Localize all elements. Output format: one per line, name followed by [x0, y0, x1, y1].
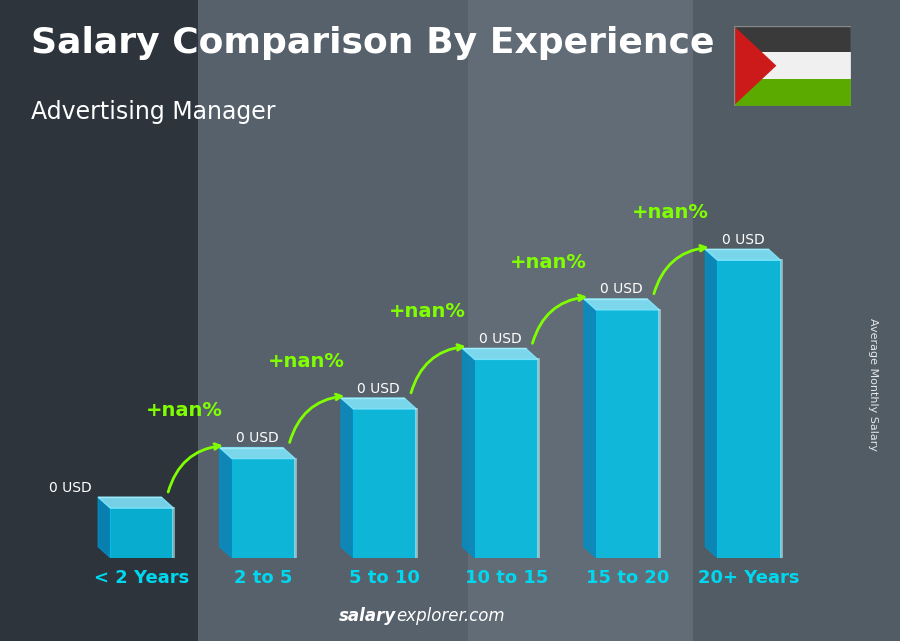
Polygon shape: [98, 497, 111, 558]
Bar: [596, 310, 659, 558]
Text: 0 USD: 0 USD: [236, 431, 279, 445]
Polygon shape: [734, 26, 777, 106]
Bar: [468, 0, 693, 641]
Text: +nan%: +nan%: [146, 401, 223, 420]
Polygon shape: [341, 398, 353, 558]
Polygon shape: [706, 249, 717, 558]
Bar: [232, 458, 295, 558]
Polygon shape: [584, 299, 659, 310]
Text: 0 USD: 0 USD: [600, 283, 643, 296]
Bar: [198, 0, 468, 641]
Text: salary: salary: [338, 607, 396, 625]
Text: Salary Comparison By Experience: Salary Comparison By Experience: [31, 26, 714, 60]
Text: 0 USD: 0 USD: [722, 233, 764, 247]
Text: explorer.com: explorer.com: [396, 607, 505, 625]
Polygon shape: [463, 349, 538, 360]
Text: 0 USD: 0 USD: [479, 332, 521, 346]
Polygon shape: [220, 447, 295, 458]
Text: Advertising Manager: Advertising Manager: [31, 101, 275, 124]
Polygon shape: [463, 349, 474, 558]
Bar: [353, 409, 417, 558]
Text: +nan%: +nan%: [267, 352, 345, 370]
Bar: [0, 0, 198, 641]
Polygon shape: [98, 497, 174, 508]
Bar: [111, 508, 174, 558]
Bar: [693, 0, 900, 641]
Bar: [734, 26, 850, 53]
Polygon shape: [584, 299, 596, 558]
Bar: [717, 260, 780, 558]
Polygon shape: [706, 249, 780, 260]
Text: +nan%: +nan%: [389, 302, 465, 321]
Text: 0 USD: 0 USD: [50, 481, 92, 495]
Text: +nan%: +nan%: [632, 203, 708, 222]
Text: Average Monthly Salary: Average Monthly Salary: [868, 318, 878, 451]
Bar: [734, 53, 850, 79]
Bar: [474, 360, 538, 558]
Polygon shape: [220, 447, 232, 558]
Polygon shape: [341, 398, 417, 409]
Text: 0 USD: 0 USD: [357, 381, 400, 395]
Bar: [734, 79, 850, 106]
Text: +nan%: +nan%: [510, 253, 587, 272]
